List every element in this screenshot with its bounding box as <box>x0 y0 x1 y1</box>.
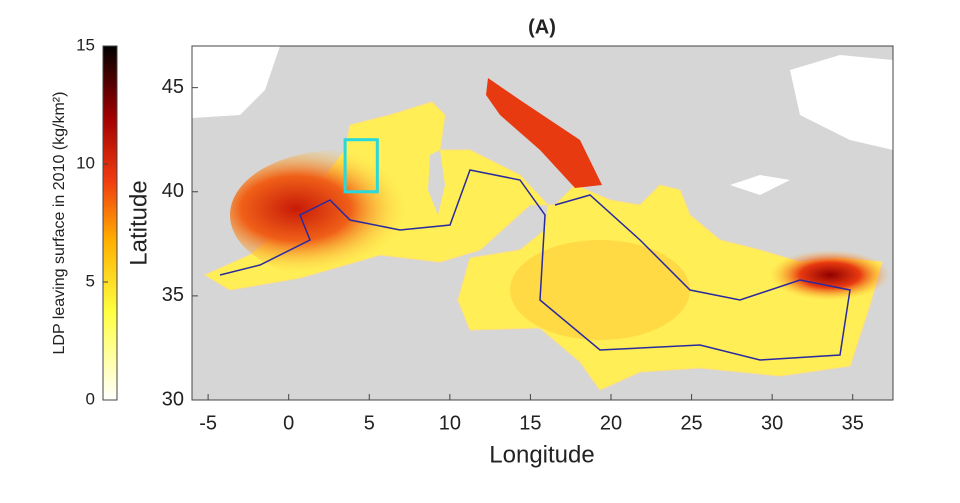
adriatic <box>486 78 602 188</box>
hot-spot-east <box>770 250 890 300</box>
contour <box>219 169 851 361</box>
study-box <box>343 138 379 194</box>
x-tick-label: 30 <box>761 412 783 434</box>
y-tick-label: 30 <box>162 388 184 410</box>
marmara <box>730 175 790 195</box>
y-tick-label: 45 <box>162 76 184 98</box>
black-sea <box>790 55 893 150</box>
y-tick-label: 40 <box>162 180 184 202</box>
x-tick-label: 5 <box>364 412 375 434</box>
colorbar-tick-label: 0 <box>86 389 95 408</box>
map <box>192 46 893 400</box>
y-tick-label: 35 <box>162 284 184 306</box>
x-tick-label: 20 <box>600 412 622 434</box>
hot-spot-west <box>230 150 450 280</box>
colorbar-tick-label: 10 <box>76 153 95 172</box>
colorbar-tick-label: 5 <box>86 271 95 290</box>
y-axis-label: Latitude <box>125 180 152 265</box>
x-axis-label: Longitude <box>489 441 594 468</box>
atlantic <box>192 46 280 118</box>
warm-area <box>510 240 690 340</box>
colorbar-label: LDP leaving surface in 2010 (kg/km²) <box>51 92 68 355</box>
plot-frame <box>191 45 894 401</box>
colorbar-tick-label: 15 <box>76 35 95 54</box>
x-tick-label: 15 <box>519 412 541 434</box>
colorbar <box>102 45 118 401</box>
x-tick-label: 35 <box>842 412 864 434</box>
chart-title: (A) <box>528 16 556 38</box>
x-tick-label: 25 <box>680 412 702 434</box>
x-tick-label: -5 <box>199 412 217 434</box>
x-tick-label: 10 <box>439 412 461 434</box>
x-tick-label: 0 <box>283 412 294 434</box>
corsica-sardinia <box>428 150 445 215</box>
